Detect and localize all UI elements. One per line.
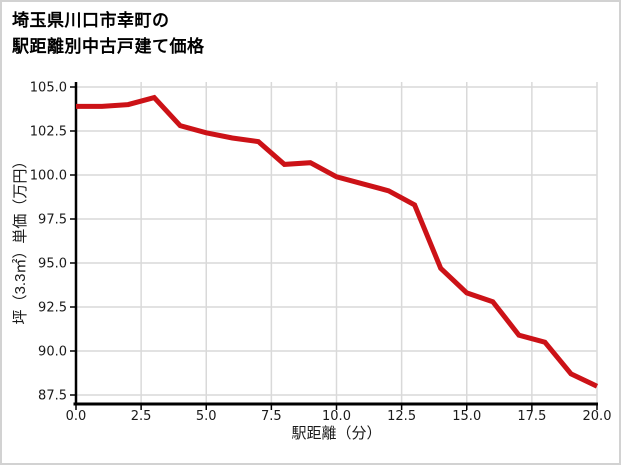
x-tick-label: 15.0	[452, 409, 481, 424]
y-tick-label: 97.5	[38, 213, 67, 228]
y-tick-label: 105.0	[30, 81, 67, 96]
y-axis-label: 坪（3.3㎡）単価（万円）	[12, 153, 29, 325]
price-line-series	[76, 94, 599, 389]
chart-title-line1: 埼玉県川口市幸町の	[12, 11, 170, 30]
chart-title-line2: 駅距離別中古戸建て価格	[12, 37, 205, 56]
x-tick-label: 10.0	[322, 409, 351, 424]
x-tick-label: 5.0	[196, 409, 217, 424]
y-tick-label: 90.0	[38, 345, 67, 360]
x-tick-label: 2.5	[131, 409, 152, 424]
y-tick-label: 95.0	[38, 257, 67, 272]
x-axis-label: 駅距離（分）	[291, 425, 382, 442]
x-tick-label: 17.5	[517, 409, 546, 424]
x-tick-label: 12.5	[387, 409, 416, 424]
x-tick-label: 7.5	[261, 409, 282, 424]
y-tick-label: 102.5	[30, 125, 67, 140]
x-tick-label: 0.0	[66, 409, 87, 424]
x-tick-label: 20.0	[583, 409, 612, 424]
chart-title: 埼玉県川口市幸町の 駅距離別中古戸建て価格	[12, 8, 205, 60]
y-tick-label: 87.5	[38, 389, 67, 404]
y-tick-label: 100.0	[30, 169, 67, 184]
y-tick-label: 92.5	[38, 301, 67, 316]
